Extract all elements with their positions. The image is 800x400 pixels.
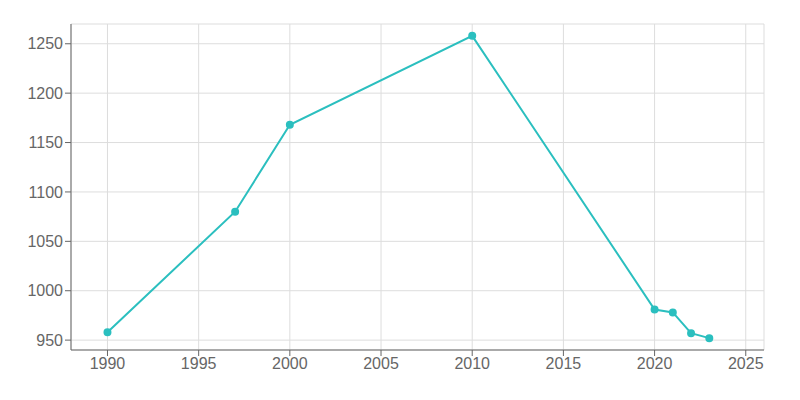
svg-text:1995: 1995 bbox=[181, 355, 217, 372]
svg-text:1050: 1050 bbox=[27, 233, 63, 250]
svg-text:1150: 1150 bbox=[29, 134, 64, 151]
svg-text:2015: 2015 bbox=[546, 355, 582, 372]
svg-text:2020: 2020 bbox=[637, 355, 673, 372]
svg-text:1100: 1100 bbox=[29, 184, 64, 201]
svg-text:1250: 1250 bbox=[27, 35, 63, 52]
svg-text:1000: 1000 bbox=[27, 282, 63, 299]
svg-text:2010: 2010 bbox=[454, 355, 490, 372]
svg-text:2025: 2025 bbox=[728, 355, 764, 372]
svg-text:2005: 2005 bbox=[363, 355, 399, 372]
svg-text:950: 950 bbox=[36, 332, 63, 349]
svg-text:2000: 2000 bbox=[272, 355, 308, 372]
svg-text:1990: 1990 bbox=[90, 355, 126, 372]
svg-text:1200: 1200 bbox=[27, 85, 63, 102]
